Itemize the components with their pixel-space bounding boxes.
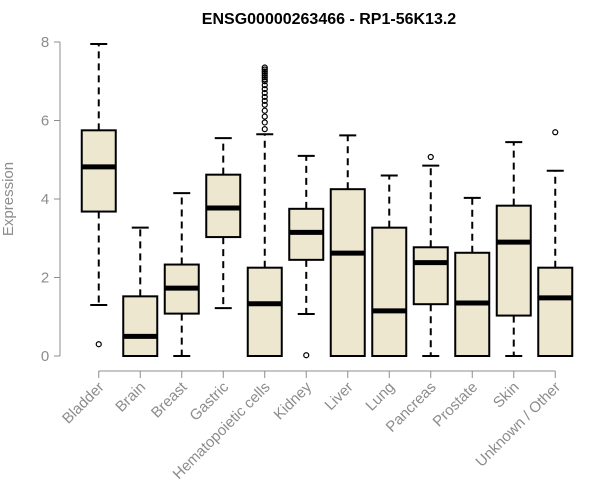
chart-title: ENSG00000263466 - RP1-56K13.2 (202, 11, 456, 28)
iqr-box (412, 246, 449, 306)
iqr-box (80, 129, 117, 213)
outlier-point (95, 341, 102, 348)
outlier-point (261, 76, 268, 83)
box-group (80, 42, 574, 359)
outlier-point (261, 93, 268, 101)
iqr-box (122, 295, 159, 357)
y-axis-label: Expression (0, 162, 17, 236)
outlier-point (261, 74, 268, 81)
outlier-point (427, 153, 434, 161)
iqr-box (495, 204, 532, 317)
box-brain (122, 226, 159, 357)
outlier-point (261, 78, 268, 85)
y-tick-label: 6 (41, 113, 49, 130)
box-bladder (80, 42, 117, 348)
box-breast (163, 192, 200, 357)
box-kidney (288, 154, 325, 359)
box-unknown-other (537, 129, 574, 357)
x-tick-label: Lung (362, 379, 398, 415)
outlier-point (261, 97, 268, 104)
x-tick-label: Brain (112, 379, 149, 416)
x-tick-label: Prostate (430, 379, 482, 431)
outlier-point (261, 107, 268, 114)
outlier-point (261, 82, 268, 89)
box-prostate (454, 196, 491, 358)
outlier-point (261, 85, 268, 93)
y-tick-label: 2 (41, 270, 49, 287)
x-tick-label: Bladder (59, 379, 108, 428)
outlier-point (261, 126, 268, 133)
x-tick-label: Breast (148, 378, 191, 421)
outlier-point (552, 129, 559, 136)
box-liver (329, 134, 366, 357)
box-pancreas (412, 153, 449, 357)
outlier-point (261, 101, 268, 108)
iqr-box (329, 188, 366, 357)
outlier-point (261, 66, 268, 73)
y-axis: 0 2 4 6 8 (41, 34, 61, 365)
outlier-point (261, 89, 268, 97)
x-tick-label: Skin (490, 379, 523, 412)
box-lung (371, 174, 408, 357)
box-skin (495, 141, 532, 357)
box-hematopoietic-cells (246, 64, 283, 357)
outlier-point (261, 68, 268, 75)
box-gastric (205, 137, 242, 310)
outlier-point (261, 70, 268, 77)
y-tick-label: 0 (41, 348, 49, 365)
y-tick-label: 4 (41, 191, 49, 208)
outlier-point (261, 113, 268, 120)
iqr-box (537, 266, 574, 357)
iqr-box (246, 266, 283, 357)
y-tick-label: 8 (41, 34, 49, 51)
x-tick-label: Liver (322, 379, 357, 414)
outlier-point (303, 352, 310, 359)
outlier-point (261, 72, 268, 79)
outlier-point (261, 64, 268, 71)
x-tick-label: Kidney (271, 378, 316, 423)
outlier-point (261, 119, 268, 126)
iqr-box (371, 226, 408, 357)
